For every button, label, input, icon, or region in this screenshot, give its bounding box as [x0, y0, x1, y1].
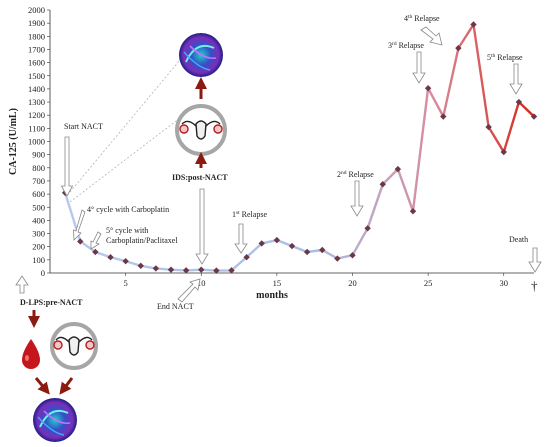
annotations: Start NACT 4° cycle with Carboplatin 5° … [20, 14, 538, 311]
x-tick-label: 15 [273, 278, 282, 288]
label-relapse2: 2nd Relapse [337, 170, 374, 179]
label-death: Death [509, 235, 528, 244]
arrow-relapse1 [234, 223, 248, 254]
label-dlps: D-LPS:pre-NACT [20, 298, 83, 307]
data-point-marker [319, 246, 326, 254]
x-tick-label: 30 [500, 278, 509, 288]
organoid-icon-top [179, 33, 223, 77]
data-point-marker [455, 44, 462, 52]
arrow-dlps-up [15, 275, 29, 294]
y-tick-label: 1000 [28, 137, 45, 147]
arrow-cycle5 [90, 231, 102, 250]
y-tick-label: 1800 [28, 31, 45, 41]
data-point-marker [243, 254, 250, 261]
data-point-marker [394, 165, 402, 173]
data-point-marker [273, 236, 281, 244]
y-tick-label: 1300 [28, 97, 45, 107]
x-tick-label: 5 [124, 278, 128, 288]
y-tick-label: 500 [32, 202, 45, 212]
data-point-marker [485, 123, 492, 131]
y-tick-label: 400 [32, 215, 45, 225]
uterus-icon-dlps [50, 322, 98, 370]
arrow-relapse2 [350, 180, 364, 217]
y-tick-label: 200 [32, 242, 45, 252]
y-tick-label: 1200 [28, 110, 45, 120]
data-point-marker [334, 255, 341, 262]
arrow-relapse5 [509, 63, 523, 95]
y-ticks: 0 100 200 300 400 500 600 700 800 900 1000 1100 1200… [28, 5, 50, 278]
data-point-marker [364, 225, 371, 232]
y-tick-label: 900 [32, 150, 45, 160]
uterus-icon-ids [175, 104, 227, 156]
y-tick-label: 1100 [28, 123, 45, 133]
y-axis-label: CA-125 (U/mL) [8, 108, 19, 175]
event-arrows [15, 26, 542, 303]
label-end-nact: End NACT [157, 302, 194, 311]
y-tick-label: 1700 [28, 44, 45, 54]
blood-drop-icon [22, 339, 40, 369]
data-point-marker [470, 21, 477, 28]
data-point-marker [515, 98, 523, 106]
label-relapse5: 5th Relapse [487, 53, 523, 62]
data-point-marker [440, 113, 447, 120]
x-ticks: 5 10 15 20 25 30 [124, 273, 509, 288]
death-dagger: † [531, 278, 538, 293]
arrow-start-nact [60, 136, 74, 197]
data-point-marker [122, 257, 129, 265]
label-start-nact: Start NACT [64, 122, 103, 131]
y-tick-label: 700 [32, 176, 45, 186]
arrow-ids-down [195, 188, 209, 265]
label-relapse1: 1st Relapse [232, 210, 267, 219]
data-point-marker [409, 207, 417, 215]
data-point-marker [77, 238, 84, 245]
y-tick-label: 1900 [28, 18, 45, 28]
y-tick-label: 1400 [28, 84, 45, 94]
data-point-marker [182, 267, 190, 274]
data-point-marker [213, 267, 220, 274]
x-tick-label: 25 [424, 278, 433, 288]
y-tick-label: 2000 [28, 5, 45, 15]
arrow-relapse4 [420, 26, 443, 46]
data-point-marker [303, 248, 311, 256]
data-point-marker [349, 252, 356, 259]
x-axis-label: months [256, 290, 288, 301]
label-relapse4: 4th Relapse [404, 14, 440, 23]
y-tick-label: 800 [32, 163, 45, 173]
arrow-death [528, 247, 542, 273]
label-cycle5-line2: Carboplatin/Paclitaxel [106, 236, 178, 245]
y-tick-label: 300 [32, 229, 45, 239]
data-point-marker [228, 267, 235, 274]
arrow-blood-to-organoid [34, 377, 50, 395]
data-point-marker [92, 248, 99, 256]
y-tick-label: 1500 [28, 71, 45, 81]
data-point-marker [500, 148, 507, 156]
dashed-connectors [69, 59, 181, 203]
label-ids: IDS:post-NACT [172, 173, 228, 182]
data-point-marker [152, 265, 160, 272]
data-point-marker [198, 266, 205, 273]
y-tick-label: 600 [32, 189, 45, 199]
data-point-marker [107, 254, 114, 261]
label-cycle5-line1: 5° cycle with [106, 226, 148, 235]
x-tick-label: 10 [197, 278, 206, 288]
y-tick-label: 0 [41, 268, 45, 278]
y-tick-label: 1600 [28, 58, 45, 68]
data-point-marker [167, 266, 175, 273]
arrow-relapse3 [412, 51, 426, 84]
data-point-marker [424, 85, 432, 92]
x-tick-label: 20 [348, 278, 357, 288]
label-cycle4: 4° cycle with Carboplatin [87, 205, 169, 214]
data-point-marker [530, 113, 538, 120]
arrow-cycle4 [73, 209, 86, 241]
data-point-marker [137, 262, 144, 269]
organoid-icon-bottom [33, 398, 77, 442]
label-relapse3: 3rd Relapse [388, 41, 424, 50]
data-point-marker [258, 240, 265, 247]
arrow-uterus-to-organoid [59, 377, 74, 395]
data-point-marker [379, 181, 386, 188]
arrow-end-nact [177, 278, 201, 303]
y-tick-label: 100 [32, 255, 45, 265]
data-point-marker [288, 242, 296, 250]
